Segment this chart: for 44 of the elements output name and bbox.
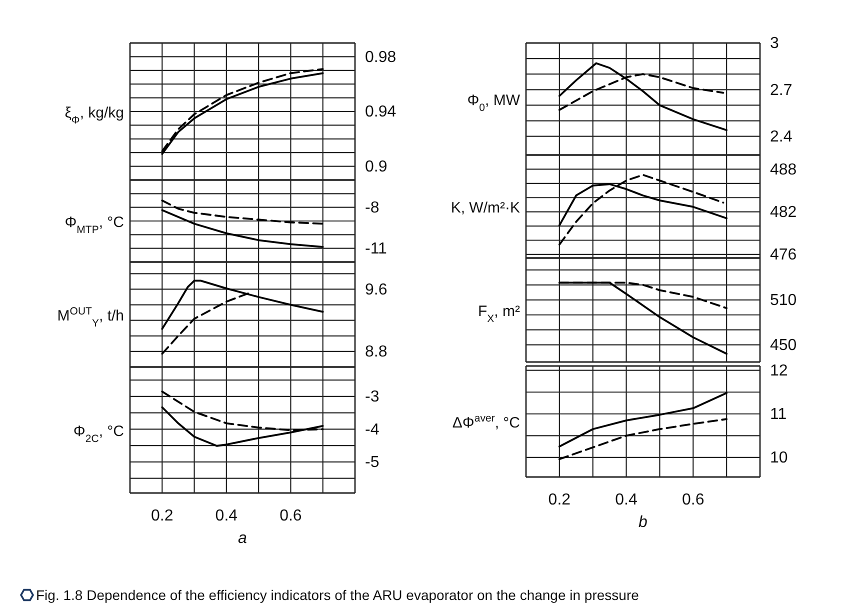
y-tick-label: -8 [365,199,380,216]
x-tick-label: 0.6 [682,491,704,508]
y-tick-label: 12 [770,362,788,380]
x-axis-title: b [638,514,648,531]
x-tick-label: 0.6 [280,507,302,524]
y-axis-title: M$^{OUT}$$_{Y}$, t/h [57,306,124,330]
y-tick-label: 8.8 [365,344,388,361]
y-tick-label: 2.4 [770,128,792,146]
line-series [161,209,324,248]
y-tick-label: -3 [365,388,380,406]
x-tick-label: 0.2 [151,507,174,524]
x-tick-label: 0.2 [548,491,571,508]
y-tick-label: 450 [770,336,797,354]
y-tick-label: 11 [770,406,787,423]
y-axis-title: ΔΦ$^{aver}$, °C [452,412,520,432]
x-tick-label: 0.4 [615,491,638,508]
y-axis-title: F$_{X}$, m² [478,303,520,325]
line-series [558,418,728,460]
y-tick-label: 510 [770,292,797,310]
y-tick-label: 10 [770,450,788,467]
y-axis-title: Φ$_{2C}$, °C [73,423,124,445]
line-series [161,200,324,225]
line-series [558,62,728,132]
y-tick-label: 0.9 [365,158,388,176]
x-tick-label: 0.4 [215,507,238,524]
line-series [558,174,724,246]
line-series [558,392,728,448]
y-tick-label: -5 [365,454,380,472]
y-axis-title: Φ$_{MTP}$, °C [64,214,124,236]
x-axis-title: a [238,530,248,547]
y-tick-label: 2.7 [770,82,792,99]
y-tick-label: 3 [770,35,779,52]
y-tick-label: -4 [365,421,380,438]
y-tick-label: 0.94 [365,104,396,121]
y-axis-title: K, W/m²·K [450,200,520,216]
y-tick-label: 482 [770,204,797,221]
y-axis-title: Φ$_{0}$, MW [467,92,521,114]
y-tick-label: 9.6 [365,281,388,298]
y-tick-label: 476 [770,246,797,264]
y-tick-label: 488 [770,161,797,178]
y-tick-label: 0.98 [365,48,396,66]
y-axis-title: ξ$_{Φ}$, kg/kg [64,104,124,126]
y-tick-label: -11 [365,240,388,258]
caption: Fig. 1.8 Dependence of the efficiency indicators of the ARU evaporator on the change in pressure [36,587,640,603]
